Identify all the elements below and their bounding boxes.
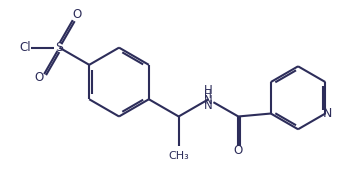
Text: O: O bbox=[72, 8, 81, 21]
Text: O: O bbox=[234, 144, 243, 157]
Text: S: S bbox=[56, 41, 64, 54]
Text: O: O bbox=[34, 71, 43, 84]
Text: N: N bbox=[323, 107, 332, 120]
Text: H: H bbox=[204, 90, 211, 100]
Text: Cl: Cl bbox=[19, 41, 31, 54]
Text: N: N bbox=[204, 94, 213, 107]
Text: H
N: H N bbox=[204, 84, 213, 112]
Text: CH₃: CH₃ bbox=[168, 151, 189, 161]
